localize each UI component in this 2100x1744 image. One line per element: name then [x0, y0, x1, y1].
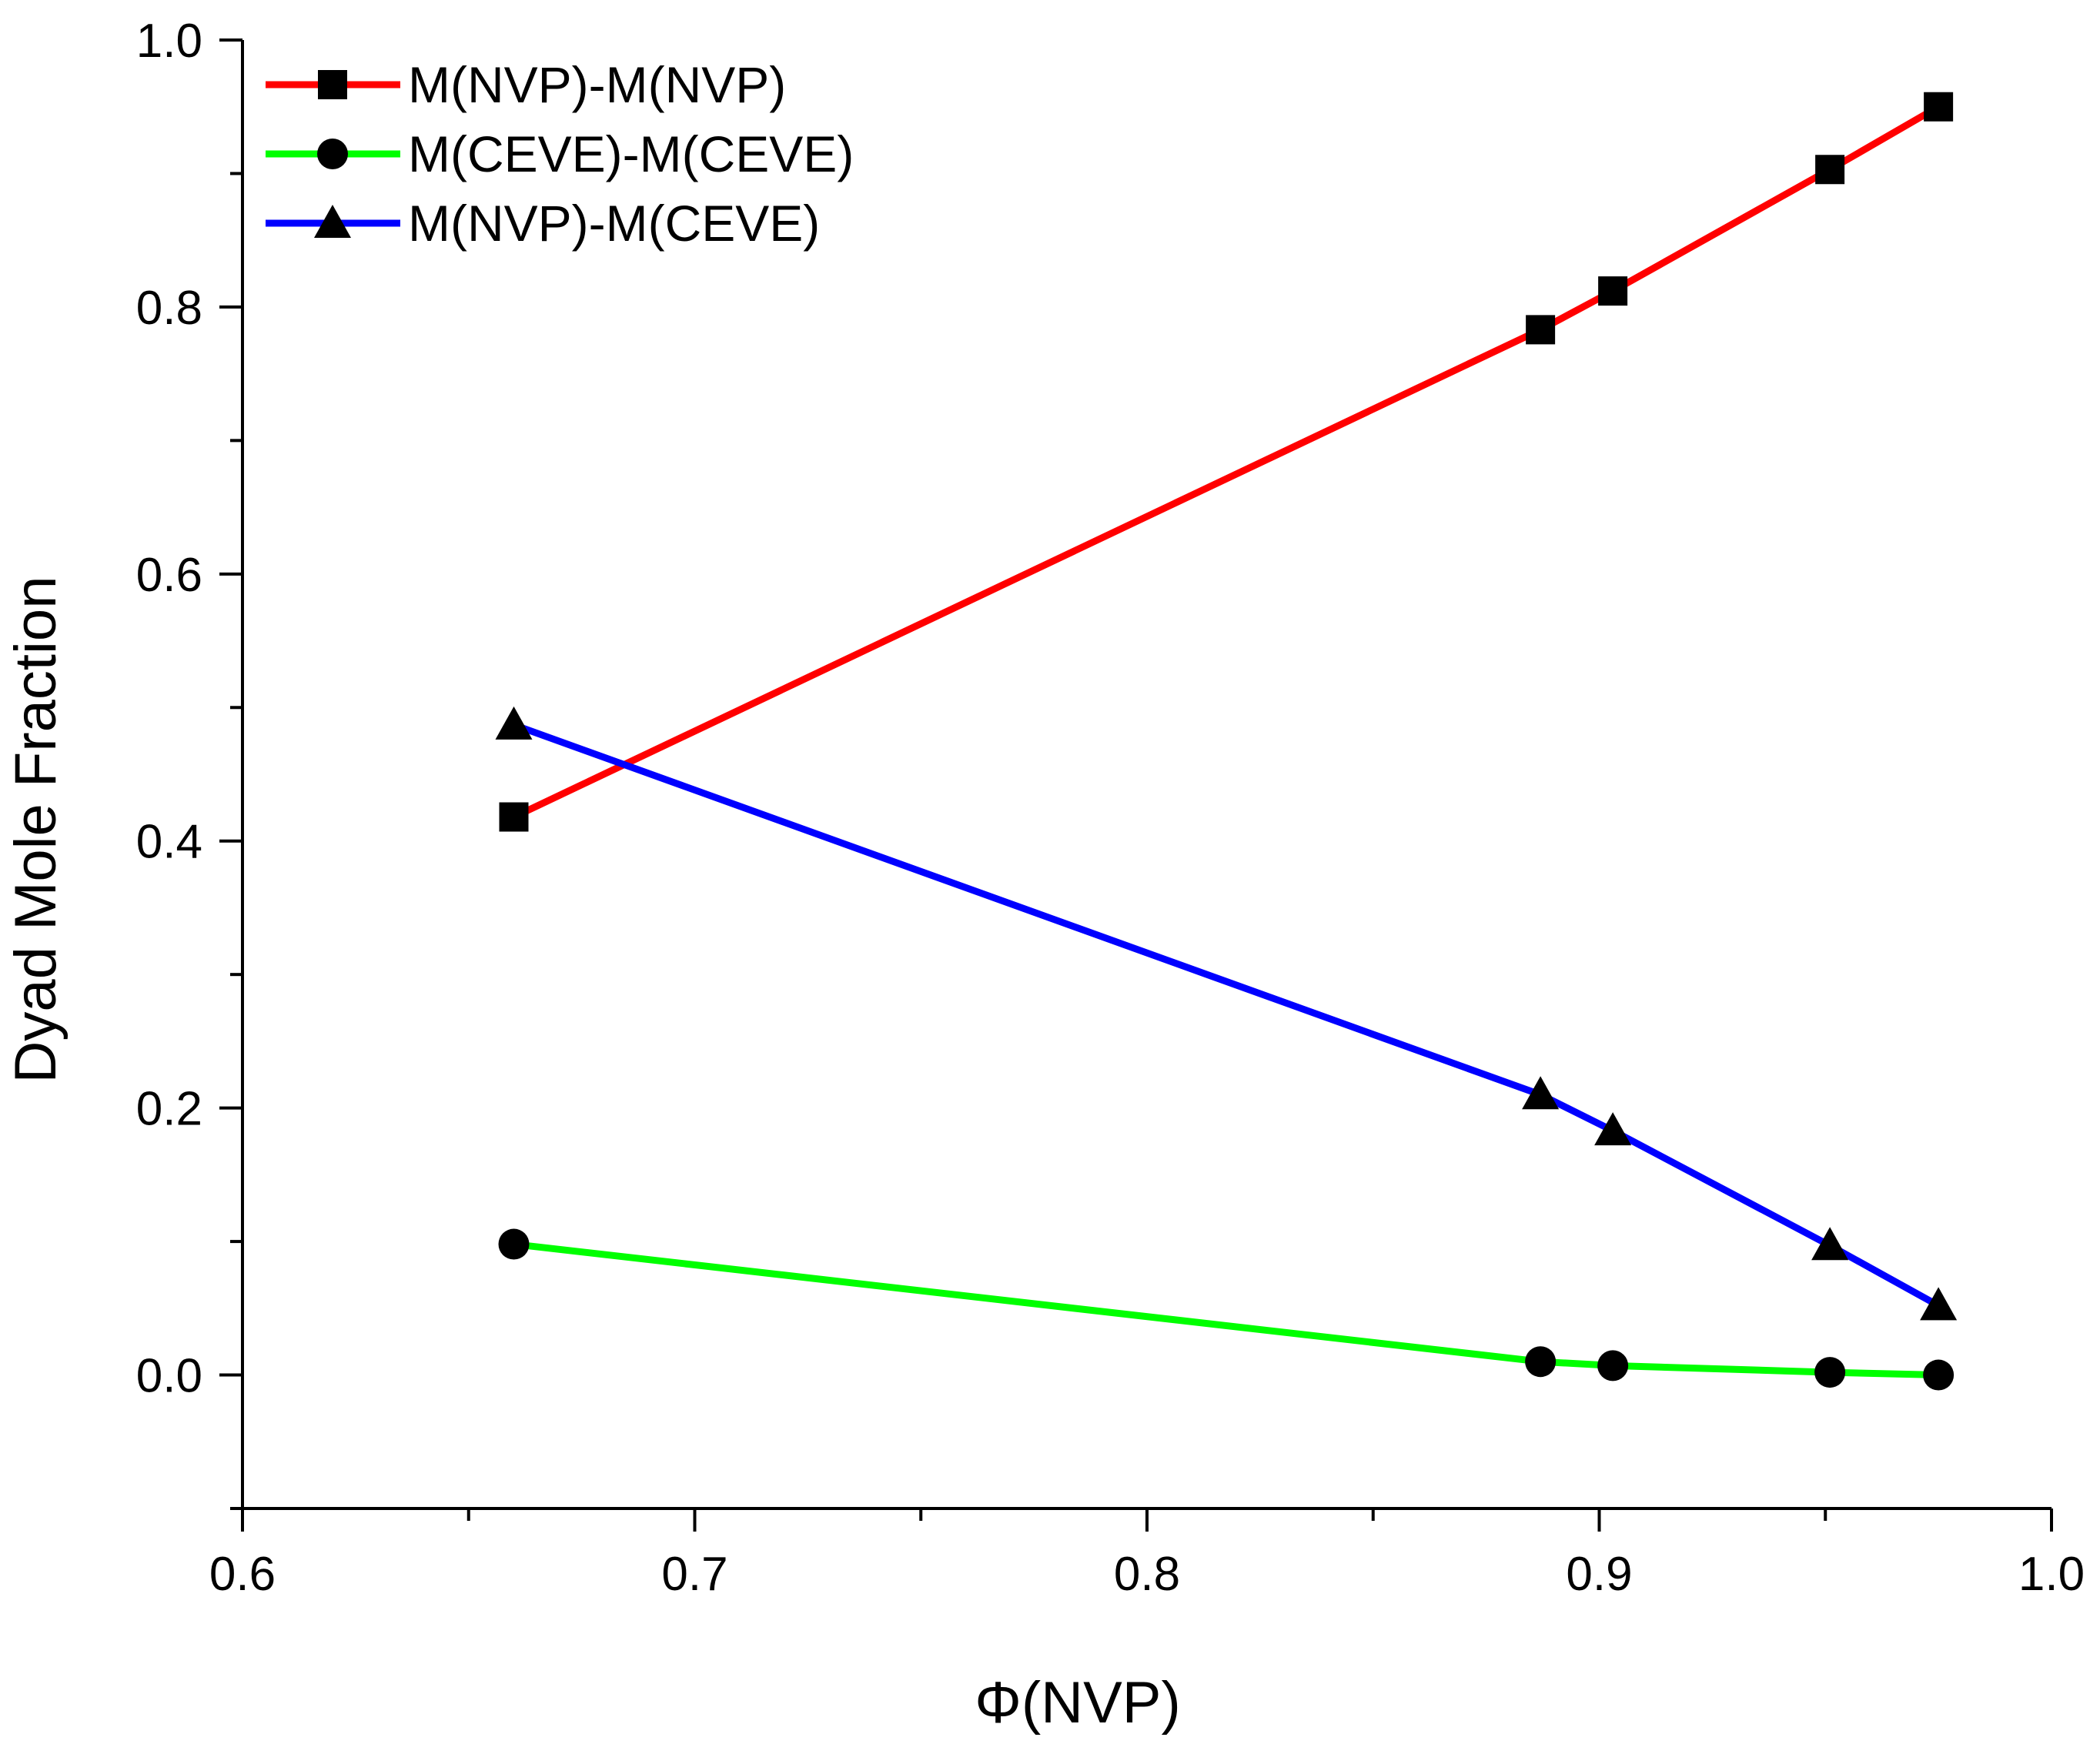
series-line	[513, 1241, 1939, 1379]
y-tick-label: 0.4	[136, 816, 202, 869]
y-tick-label: 1.0	[136, 15, 202, 68]
x-tick-label: 0.8	[1114, 1548, 1180, 1601]
series-line	[512, 721, 1941, 1309]
y-tick-label: 0.6	[136, 549, 202, 602]
data-point	[1597, 1350, 1629, 1382]
y-tick-label: 0.8	[136, 282, 202, 335]
legend-label: M(NVP)-M(CEVE)	[408, 195, 820, 252]
y-tick-label: 0.0	[136, 1350, 202, 1403]
data-point	[1526, 315, 1556, 345]
data-point	[1814, 1357, 1846, 1388]
legend-item: M(NVP)-M(NVP)	[266, 56, 786, 113]
legend: M(NVP)-M(NVP) M(CEVE)-M(CEVE) M(NVP)-M(CEV…	[266, 56, 854, 252]
data-point	[1923, 1359, 1955, 1391]
y-axis-title: Dyad Mole Fraction	[3, 576, 69, 1084]
x-tick-label: 0.9	[1566, 1548, 1632, 1601]
x-axis-title: Φ(NVP)	[975, 1670, 1181, 1736]
legend-marker	[318, 70, 347, 99]
series-layer	[495, 92, 1958, 1391]
legend-item: M(CEVE)-M(CEVE)	[266, 125, 854, 182]
data-point	[499, 802, 529, 832]
legend-marker	[317, 139, 348, 169]
x-tick-label: 1.0	[2018, 1548, 2085, 1601]
legend-marker	[314, 205, 351, 238]
legend-item: M(NVP)-M(CEVE)	[266, 195, 820, 252]
data-point	[1594, 1112, 1632, 1146]
data-point	[498, 1228, 530, 1260]
x-tick-label: 0.6	[209, 1548, 276, 1601]
series-2	[495, 706, 1958, 1321]
data-point	[1924, 92, 1954, 122]
series-1	[498, 1228, 1955, 1391]
y-tick-label: 0.2	[136, 1083, 202, 1136]
data-point	[1815, 155, 1845, 185]
data-point	[1811, 1227, 1849, 1261]
data-point	[1525, 1346, 1557, 1378]
data-point	[1920, 1287, 1958, 1321]
data-point	[1522, 1076, 1560, 1110]
series-0	[499, 92, 1954, 832]
axes: 0.6 0.7 0.8 0.9 1.0 0.0 0.2 0.4 0.6 0.8 1.0	[136, 15, 2085, 1601]
data-point	[1598, 276, 1628, 306]
legend-label: M(NVP)-M(NVP)	[408, 56, 786, 113]
data-point	[495, 706, 533, 740]
legend-label: M(CEVE)-M(CEVE)	[408, 125, 854, 182]
x-tick-label: 0.7	[661, 1548, 727, 1601]
